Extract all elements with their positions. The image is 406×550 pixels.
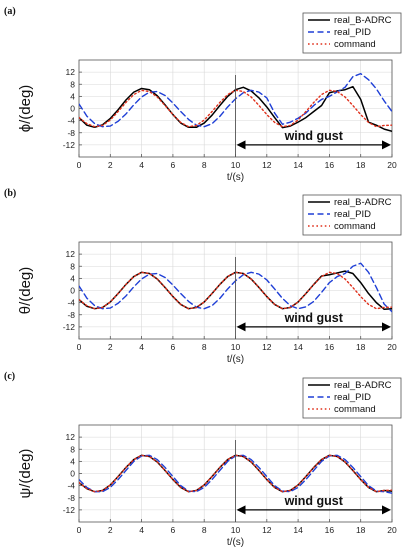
x-tick-label: 6 [171,342,176,352]
x-tick-label: 0 [77,342,82,352]
y-tick-label: -8 [67,493,75,503]
x-tick-label: 18 [356,160,366,170]
x-tick-label: 14 [293,342,303,352]
x-tick-label: 18 [356,342,366,352]
gust-arrow-head-right [382,322,391,332]
x-tick-label: 4 [139,342,144,352]
y-tick-label: 8 [70,444,75,454]
x-tick-label: 20 [387,342,397,352]
panel-label: (a) [4,6,16,17]
y-axis-label: θ/(deg) [17,267,34,315]
x-tick-label: 8 [202,160,207,170]
chart-panel-2: (b) 0 2 4 6 8 10 12 14 16 18 20 12 8 4 0 -4 -8 -12 t/(s) θ/(… [4,188,402,365]
x-tick-label: 12 [262,342,272,352]
y-tick-label: 12 [66,432,76,442]
y-tick-label: 12 [66,249,76,259]
gust-annotation-label: wind gust [284,494,344,508]
legend-entry: real_PID [334,209,371,220]
y-tick-label: -12 [63,505,76,515]
gust-arrow-head-left [236,322,246,332]
x-tick-label: 0 [77,525,82,535]
y-tick-label: -4 [67,298,75,308]
x-axis-label: t/(s) [227,354,244,365]
x-tick-label: 16 [325,525,335,535]
gust-arrow-head-left [236,505,246,515]
gust-arrow-head-left [236,140,246,150]
y-tick-label: 0 [70,104,75,114]
x-tick-label: 12 [262,525,272,535]
y-tick-label: 4 [70,91,75,101]
x-tick-label: 12 [262,160,272,170]
legend-entry: command [334,404,376,415]
panel-label: (b) [4,188,16,199]
x-tick-label: 2 [108,160,113,170]
x-tick-label: 10 [231,525,241,535]
x-tick-label: 16 [325,160,335,170]
x-axis-label: t/(s) [227,172,244,183]
y-tick-label: 0 [70,469,75,479]
gust-annotation-label: wind gust [284,129,344,143]
x-tick-label: 8 [202,342,207,352]
gust-arrow-head-right [382,140,391,150]
x-tick-label: 2 [108,342,113,352]
x-axis-label: t/(s) [227,537,244,548]
legend-entry: command [334,221,376,232]
y-tick-label: -4 [67,116,75,126]
x-tick-label: 18 [356,525,366,535]
y-tick-label: 0 [70,286,75,296]
x-tick-label: 14 [293,160,303,170]
legend-entry: command [334,39,376,50]
x-tick-label: 14 [293,525,303,535]
y-tick-label: -12 [63,140,76,150]
legend-entry: real_PID [334,392,371,403]
chart-panel-3: (c) 0 2 4 6 8 10 12 14 16 18 20 12 8 4 0 -4 -8 -12 t/(s) ψ/(… [4,371,402,548]
legend-box [302,377,402,419]
x-tick-label: 20 [387,160,397,170]
y-tick-label: -4 [67,481,75,491]
x-tick-label: 6 [171,525,176,535]
x-tick-label: 4 [139,160,144,170]
x-tick-label: 10 [231,160,241,170]
legend-entry: real_B-ADRC [334,15,392,26]
y-tick-label: 4 [70,456,75,466]
legend-entry: real_B-ADRC [334,380,392,391]
y-axis-label: ψ/(deg) [17,449,34,499]
gust-arrow-head-right [382,505,391,515]
x-tick-label: 6 [171,160,176,170]
x-tick-label: 16 [325,342,335,352]
y-axis-label: ϕ/(deg) [17,85,34,133]
legend-entry: real_B-ADRC [334,197,392,208]
x-tick-label: 4 [139,525,144,535]
chart-panel-1: (a) 0 2 4 6 8 10 12 14 16 18 20 12 8 4 0 -4 -8 -12 t/(s) ϕ/(… [4,6,402,183]
x-tick-label: 2 [108,525,113,535]
y-tick-label: -12 [63,322,76,332]
y-tick-label: 8 [70,79,75,89]
y-tick-label: -8 [67,310,75,320]
y-tick-label: 8 [70,261,75,271]
gust-annotation-label: wind gust [284,311,344,325]
x-tick-label: 10 [231,342,241,352]
y-tick-label: -8 [67,128,75,138]
x-tick-label: 20 [387,525,397,535]
y-tick-label: 12 [66,67,76,77]
x-tick-label: 8 [202,525,207,535]
y-tick-label: 4 [70,273,75,283]
x-tick-label: 0 [77,160,82,170]
panel-label: (c) [4,371,15,382]
legend-entry: real_PID [334,27,371,38]
